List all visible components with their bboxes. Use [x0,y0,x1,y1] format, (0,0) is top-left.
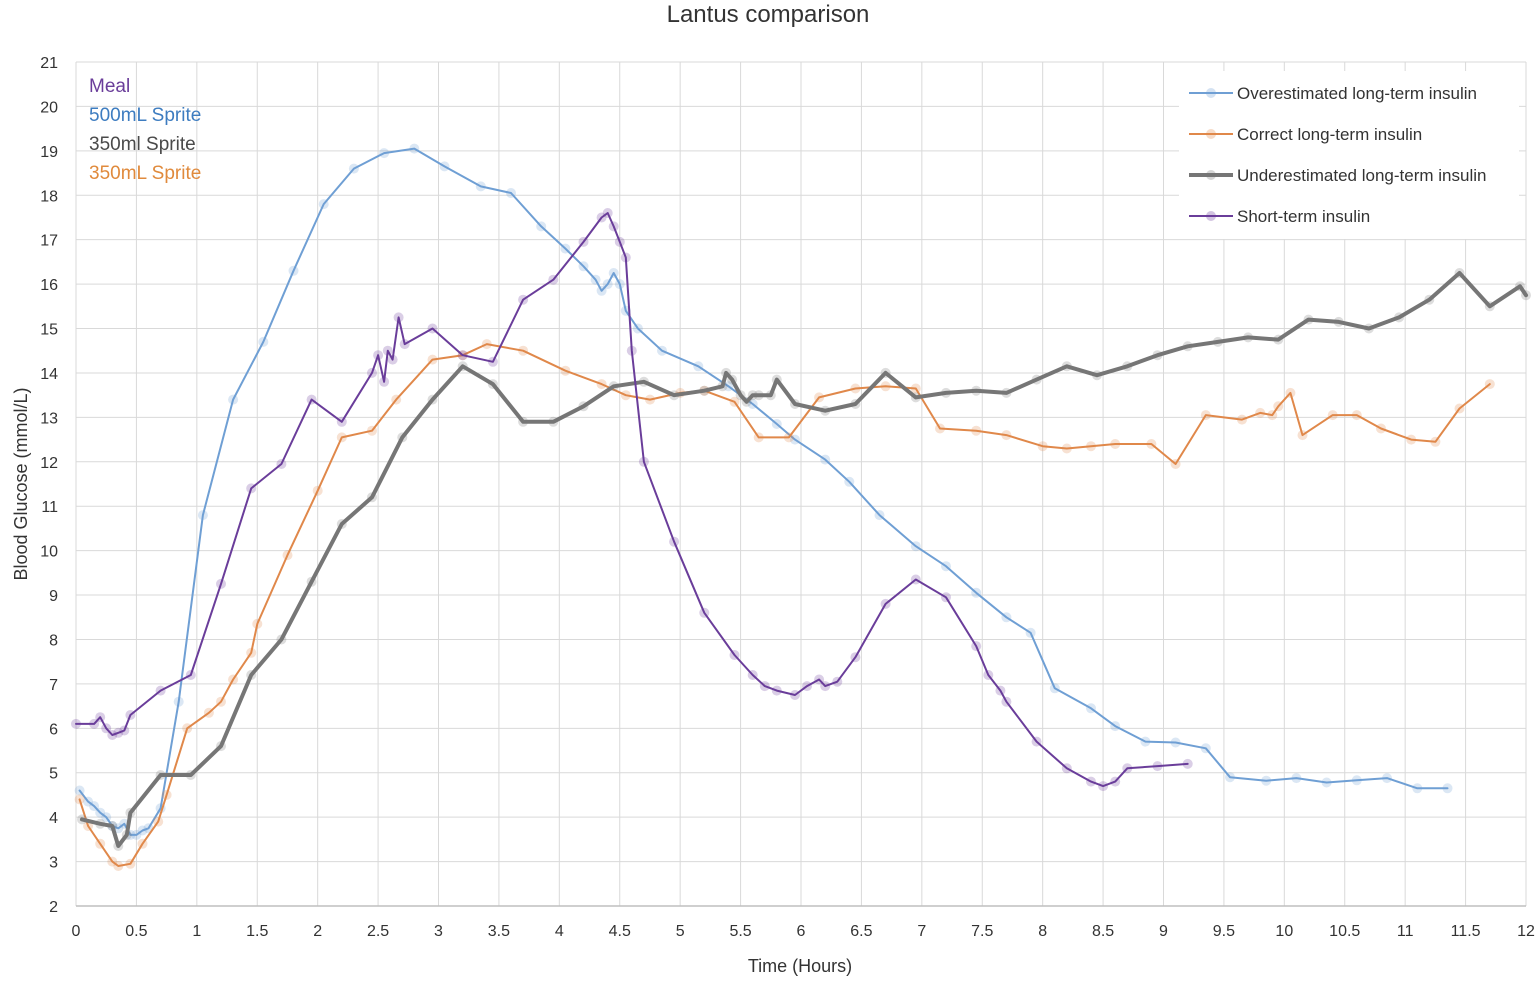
legend: Overestimated long-term insulin Correct l… [1179,71,1519,239]
y-tick-label: 4 [49,810,58,827]
x-tick-label: 11 [1397,923,1414,940]
y-tick-label: 18 [40,188,58,205]
legend-label: Correct long-term insulin [1237,125,1422,144]
series-line [78,343,1491,867]
x-tick-label: 4.5 [609,923,631,940]
y-tick-label: 11 [41,499,58,516]
legend-swatch-marker [1206,170,1216,180]
x-tick-label: 3.5 [488,923,510,940]
annotation-label: 350ml Sprite [89,134,196,155]
y-tick-label: 10 [40,544,58,561]
annotation-label: 500mL Sprite [89,105,201,126]
series-line [80,271,1528,848]
y-tick-label: 14 [40,366,58,383]
y-tick-label: 20 [40,99,58,116]
x-tick-label: 8 [1038,923,1047,940]
x-tick-label: 2.5 [367,923,389,940]
x-tick-label: 8.5 [1092,923,1114,940]
x-tick-label: 9 [1159,923,1168,940]
chart-title: Lantus comparison [667,1,870,28]
x-tick-label: 11.5 [1451,923,1481,940]
y-tick-label: 15 [40,322,58,339]
series-line [78,147,1449,836]
series-group [71,208,1193,792]
x-tick-label: 5.5 [729,923,751,940]
x-tick-label: 0 [72,923,81,940]
x-tick-label: 12 [1517,923,1535,940]
y-tick-label: 8 [49,632,58,649]
y-tick-label: 13 [40,410,58,427]
y-tick-label: 9 [49,588,58,605]
x-tick-label: 3 [434,923,443,940]
x-tick-label: 2 [313,923,322,940]
x-tick-label: 1.5 [246,923,268,940]
x-tick-label: 4 [555,923,564,940]
x-tick-label: 7 [917,923,926,940]
legend-swatch-marker [1206,88,1216,98]
x-tick-label: 6.5 [850,923,872,940]
x-tick-label: 9.5 [1213,923,1235,940]
x-tick-label: 5 [676,923,685,940]
legend-swatch-marker [1206,129,1216,139]
x-tick-label: 6 [797,923,806,940]
x-tick-label: 10 [1275,923,1293,940]
y-tick-label: 2 [49,899,58,916]
legend-label: Short-term insulin [1237,207,1370,226]
x-tick-label: 10.5 [1329,923,1360,940]
x-tick-label: 7.5 [971,923,993,940]
annotation-label: 350mL Sprite [89,163,201,184]
y-tick-label: 7 [49,677,58,694]
x-tick-label: 1 [192,923,201,940]
series-group [74,143,1453,840]
x-axis-title: Time (Hours) [748,956,852,976]
series-line [75,212,1189,788]
y-axis-title: Blood Glucose (mmol/L) [11,387,31,580]
y-tick-label: 19 [40,144,58,161]
y-tick-label: 5 [49,766,58,783]
series-group [74,339,1495,871]
y-tick-label: 17 [40,233,58,250]
y-tick-label: 12 [40,455,58,472]
y-tick-label: 16 [40,277,58,294]
y-tick-label: 21 [40,55,58,72]
annotation-label: Meal [89,76,130,97]
series-layer [71,143,1531,871]
series-group [77,268,1531,851]
legend-background [1179,71,1519,239]
legend-swatch-marker [1206,211,1216,221]
legend-label: Overestimated long-term insulin [1237,84,1477,103]
y-tick-label: 3 [49,855,58,872]
grid-layer [75,61,1527,907]
annotation-layer: Meal 500mL Sprite 350ml Sprite 350mL Sprite [89,76,201,184]
x-tick-label: 0.5 [125,923,147,940]
y-tick-label: 6 [49,721,58,738]
legend-label: Underestimated long-term insulin [1237,166,1486,185]
